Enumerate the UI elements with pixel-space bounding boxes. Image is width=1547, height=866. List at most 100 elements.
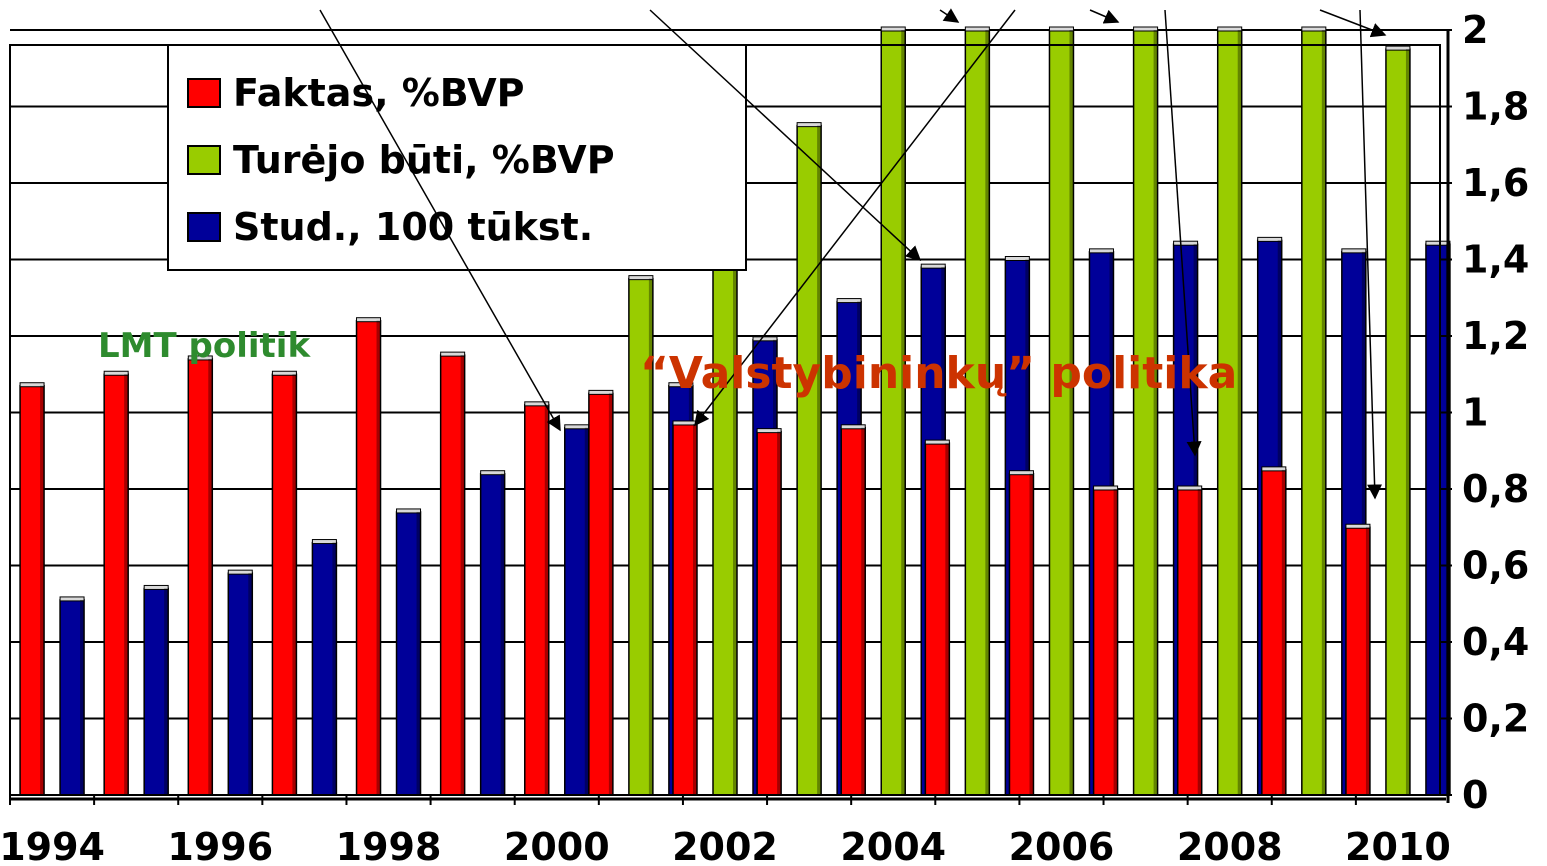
y-tick-label: 2 xyxy=(1462,8,1488,52)
bar-stud-1996-top xyxy=(227,569,253,575)
bar-turejo-buti-2003-top xyxy=(796,122,822,128)
legend: Faktas, %BVP Turėjo būti, %BVP Stud., 100 … xyxy=(167,44,747,271)
bar-turejo-buti-2002-shade xyxy=(733,221,737,795)
bar-turejo-buti-2004-shade xyxy=(901,30,906,795)
bar-stud-1997-shade xyxy=(332,542,337,795)
bar-stud-2008-top xyxy=(1257,236,1283,242)
annotation-arrow xyxy=(1164,9,1202,457)
bar-faktas-2001-shade xyxy=(608,393,613,795)
bar-faktas-2006-top xyxy=(1008,470,1034,476)
y-tick-label: 1,8 xyxy=(1462,85,1529,129)
bar-stud-1994-shade xyxy=(80,599,85,795)
x-tick-label: 2010 xyxy=(1345,825,1451,866)
bar-turejo-buti-2003-shade xyxy=(817,125,822,795)
bar-turejo-buti-2008-shade xyxy=(1237,30,1242,795)
bar-faktas-2008-shade xyxy=(1197,489,1202,795)
bar-faktas-2003-shade xyxy=(777,431,782,795)
bar-faktas-1999-top xyxy=(440,351,466,357)
bar-faktas-2009 xyxy=(1261,469,1287,796)
annotation-arrow xyxy=(649,9,922,262)
bar-turejo-buti-2008-top xyxy=(1217,26,1243,32)
x-tick-label: 2002 xyxy=(672,825,778,866)
bar-stud-1995-shade xyxy=(164,588,169,795)
annotation-arrows xyxy=(319,8,1387,500)
bar-stud-1999-shade xyxy=(500,473,505,795)
legend-label: Stud., 100 tūkst. xyxy=(233,205,593,249)
y-tick-label: 1,6 xyxy=(1462,161,1529,205)
legend-box xyxy=(167,44,747,271)
bar-turejo-buti-2001-top xyxy=(628,275,654,281)
annotation-arrow xyxy=(319,9,561,432)
annotation-arrow xyxy=(939,8,960,23)
bar-turejo-buti-2005 xyxy=(964,29,991,796)
y-tick-label: 1,4 xyxy=(1462,238,1529,282)
bar-faktas-2000-shade xyxy=(544,404,549,795)
bar-faktas-1998-top xyxy=(356,317,382,323)
bar-stud-1995-top xyxy=(143,584,169,590)
bar-turejo-buti-2005-top xyxy=(964,26,990,32)
bar-stud-2010-top xyxy=(1425,240,1451,246)
bar-faktas-2009-top xyxy=(1261,466,1287,472)
bar-turejo-buti-2006-top xyxy=(1048,26,1074,32)
bar-faktas-2002-shade xyxy=(693,423,697,795)
bar-stud-1998-top xyxy=(396,508,422,514)
bar-faktas-2000-top xyxy=(524,401,550,407)
y-tick-label: 0,4 xyxy=(1462,620,1529,664)
bar-faktas-1995-top xyxy=(103,370,129,376)
bar-stud-2006-top xyxy=(1088,248,1114,254)
bar-faktas-1999-shade xyxy=(460,355,465,795)
x-tick-label: 2004 xyxy=(840,825,946,866)
bar-faktas-2002 xyxy=(672,423,698,796)
bar-turejo-buti-2009-top xyxy=(1301,26,1327,32)
bar-faktas-1994-shade xyxy=(40,385,45,795)
bar-stud-2005-top xyxy=(1004,256,1030,261)
bar-stud-2004-top xyxy=(920,263,946,269)
bar-faktas-2009-shade xyxy=(1281,469,1286,795)
bar-faktas-1997-shade xyxy=(292,374,297,795)
x-tick-label: 1994 xyxy=(0,825,105,866)
legend-swatch xyxy=(187,145,221,175)
legend-label: Faktas, %BVP xyxy=(233,71,525,115)
bar-faktas-2010-shade xyxy=(1365,527,1370,795)
bar-stud-1997-top xyxy=(311,539,337,545)
bar-faktas-2008-top xyxy=(1177,485,1203,491)
x-tick-label: 2006 xyxy=(1009,825,1115,866)
bar-faktas-2004-top xyxy=(840,424,866,430)
x-tick-labels: 1994 1996 1998 2000 2002 2004 2006 2008 2010 xyxy=(0,795,1451,866)
y-tick-label: 0,2 xyxy=(1462,697,1529,741)
y-tick-label: 1 xyxy=(1462,391,1488,435)
x-tick-label: 1998 xyxy=(336,825,442,866)
bar-faktas-1996-shade xyxy=(208,358,213,795)
x-tick-label: 2000 xyxy=(504,825,610,866)
annotation-arrow xyxy=(1319,9,1387,38)
bar-faktas-1997-top xyxy=(271,370,297,376)
bar-turejo-buti-2001-shade xyxy=(648,278,653,795)
annotation-arrow xyxy=(1359,9,1383,500)
bar-faktas-2007-top xyxy=(1093,485,1119,491)
bar-turejo-buti-2010-shade xyxy=(1405,49,1410,795)
bar-turejo-buti-2006 xyxy=(1048,29,1075,796)
bar-stud-2001-top xyxy=(668,382,694,388)
annotation-arrow xyxy=(1089,9,1120,24)
y-tick-label: 0,6 xyxy=(1462,544,1529,588)
bar-stud-1996-shade xyxy=(248,573,253,795)
bar-stud-1999-top xyxy=(480,470,506,476)
bar-turejo-buti-2006-shade xyxy=(1069,30,1074,795)
bar-turejo-buti-2002 xyxy=(712,220,738,796)
annotation-arrow xyxy=(694,9,1016,427)
bar-faktas-2005-top xyxy=(924,439,950,445)
bar-stud-2007-top xyxy=(1173,240,1199,246)
y-tick-label: 1,2 xyxy=(1462,314,1529,358)
bar-stud-1994-top xyxy=(59,596,85,602)
bar-stud-1998-shade xyxy=(416,511,421,795)
bar-stud-2009-top xyxy=(1341,248,1367,254)
x-tick-label: 2008 xyxy=(1177,825,1283,866)
bar-faktas-2001-top xyxy=(588,389,614,395)
bar-faktas-1994-top xyxy=(19,382,45,388)
bar-faktas-2004-shade xyxy=(861,427,866,795)
x-tick-label: 1996 xyxy=(167,825,273,866)
bar-turejo-buti-2007-top xyxy=(1133,26,1159,32)
bar-faktas-2007-shade xyxy=(1113,489,1118,795)
bar-faktas-2003-top xyxy=(756,428,782,434)
